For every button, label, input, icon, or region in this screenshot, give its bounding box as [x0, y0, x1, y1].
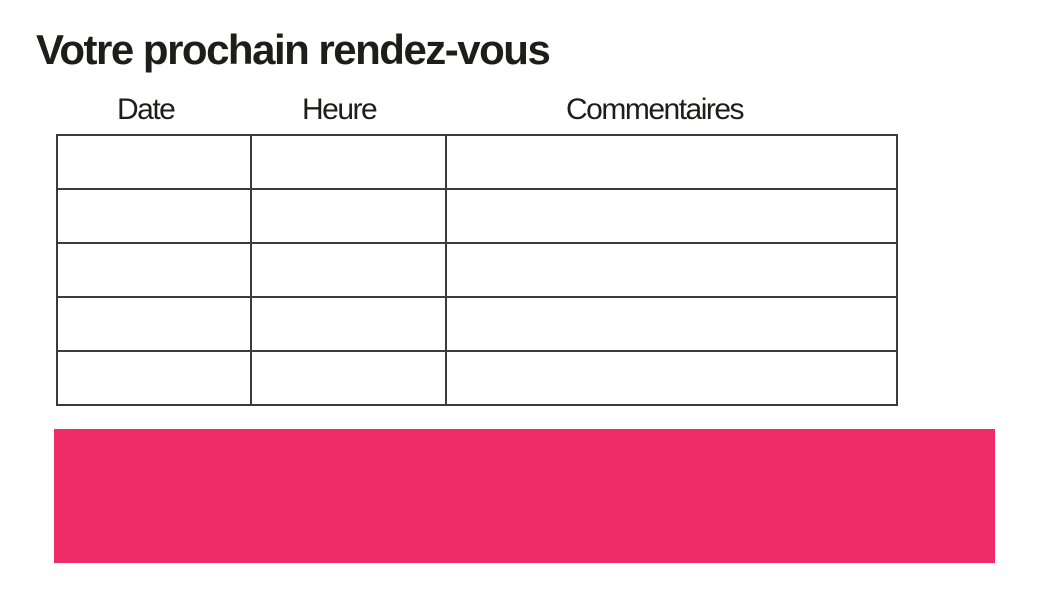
table-cell-date	[56, 296, 252, 352]
table-cell-date	[56, 134, 252, 190]
table-row	[56, 296, 898, 352]
footer-highlight-band	[54, 429, 995, 563]
table-cell-commentaires	[445, 296, 898, 352]
appointments-table	[56, 134, 898, 406]
table-cell-commentaires	[445, 134, 898, 190]
table-cell-commentaires	[445, 242, 898, 298]
table-cell-heure	[250, 350, 447, 406]
table-row	[56, 188, 898, 244]
table-cell-commentaires	[445, 350, 898, 406]
table-cell-date	[56, 350, 252, 406]
page-title: Votre prochain rendez-vous	[36, 26, 551, 73]
table-cell-commentaires	[445, 188, 898, 244]
table-row	[56, 350, 898, 406]
table-cell-heure	[250, 134, 447, 190]
table-row	[56, 242, 898, 298]
table-cell-heure	[250, 188, 447, 244]
column-header-commentaires: Commentaires	[566, 93, 745, 126]
table-row	[56, 134, 898, 190]
column-header-heure: Heure	[302, 93, 378, 126]
column-header-date: Date	[117, 93, 176, 126]
table-cell-date	[56, 188, 252, 244]
table-cell-date	[56, 242, 252, 298]
table-cell-heure	[250, 296, 447, 352]
table-cell-heure	[250, 242, 447, 298]
